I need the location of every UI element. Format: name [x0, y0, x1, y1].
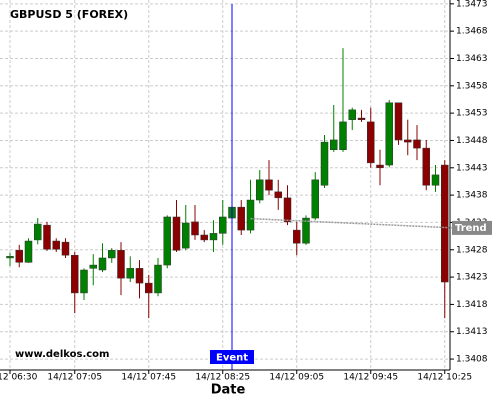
candle-body	[311, 179, 319, 219]
event-label-box	[210, 350, 254, 364]
candle-body	[339, 121, 347, 150]
candle-body	[376, 164, 384, 169]
trend-label: Trend	[455, 223, 487, 234]
candle-body	[367, 121, 375, 164]
candle-body	[219, 216, 227, 234]
candle-body	[265, 179, 273, 191]
x-tick-label: 14/12 08:25	[195, 373, 250, 383]
candle-body	[80, 269, 88, 294]
candle-body	[108, 250, 116, 259]
y-tick-label: 1.3453	[456, 109, 488, 119]
candle-body	[71, 254, 79, 294]
candle-body	[357, 117, 366, 120]
candle-body	[246, 199, 255, 231]
y-tick-label: 1.3408	[456, 355, 488, 365]
x-tick-label: 14/12 06:30	[0, 373, 38, 383]
candle-body	[34, 223, 42, 241]
candle-body	[15, 250, 23, 263]
candle-body	[293, 229, 301, 244]
plot-area	[0, 0, 455, 370]
chart-title: GBPUSD 5 (FOREX)	[10, 8, 128, 21]
x-tick-label: 14/12 07:05	[47, 373, 102, 383]
candle-body	[98, 257, 107, 271]
y-tick-label: 1.3413	[456, 327, 488, 337]
x-tick-label: 14/12 09:05	[269, 373, 324, 383]
candle-body	[43, 224, 51, 250]
candle-body	[283, 197, 292, 223]
watermark: www.delkos.com	[15, 349, 109, 360]
x-tick-label: 14/12 07:45	[121, 373, 176, 383]
candle-body	[6, 256, 14, 259]
candle-body	[320, 141, 329, 186]
candle-body	[431, 174, 440, 186]
y-tick-label: 1.3443	[456, 163, 488, 173]
y-tick-label: 1.3458	[456, 81, 488, 91]
y-tick-label: 1.3463	[456, 54, 488, 64]
event-label: Event	[216, 353, 248, 364]
candle-body	[89, 264, 97, 269]
candle-body	[61, 241, 70, 256]
candle-body	[237, 206, 245, 231]
candle-body	[404, 139, 412, 143]
candle-body	[330, 139, 338, 150]
x-tick-label: 14/12 09:45	[343, 373, 398, 383]
candle-body	[117, 250, 125, 279]
candle-body	[52, 240, 60, 250]
candle-body	[172, 216, 181, 251]
candle-body	[385, 102, 393, 166]
candle-body	[413, 139, 421, 149]
x-tick-label: 14/12 10:25	[417, 373, 472, 383]
candle-body	[441, 164, 449, 283]
candle-body	[256, 179, 264, 201]
y-tick-label: 1.3418	[456, 300, 488, 310]
candle-body	[200, 234, 208, 241]
candle-body	[24, 240, 33, 263]
trend-label-box	[452, 220, 492, 235]
candle-body	[154, 264, 162, 294]
candle-body	[394, 102, 403, 141]
candle-body	[126, 268, 134, 279]
candle-body	[348, 109, 356, 120]
y-tick-label: 1.3438	[456, 191, 488, 201]
y-tick-label: 1.3448	[456, 136, 488, 146]
candle-body	[163, 216, 171, 266]
y-tick-label: 1.3428	[456, 245, 488, 255]
x-axis-label: Date	[211, 383, 246, 398]
y-tick-label: 1.3473	[456, 0, 488, 9]
candle-body	[274, 191, 282, 199]
candle-body	[422, 147, 430, 186]
candle-body	[191, 221, 199, 236]
candle-body	[135, 268, 144, 284]
candle-body	[182, 222, 190, 249]
candle-body	[302, 217, 310, 244]
candle-body	[209, 233, 218, 241]
trend-line	[250, 217, 455, 229]
candle-body	[145, 282, 153, 294]
y-tick-label: 1.3468	[456, 27, 488, 37]
y-tick-label: 1.3423	[456, 273, 488, 283]
